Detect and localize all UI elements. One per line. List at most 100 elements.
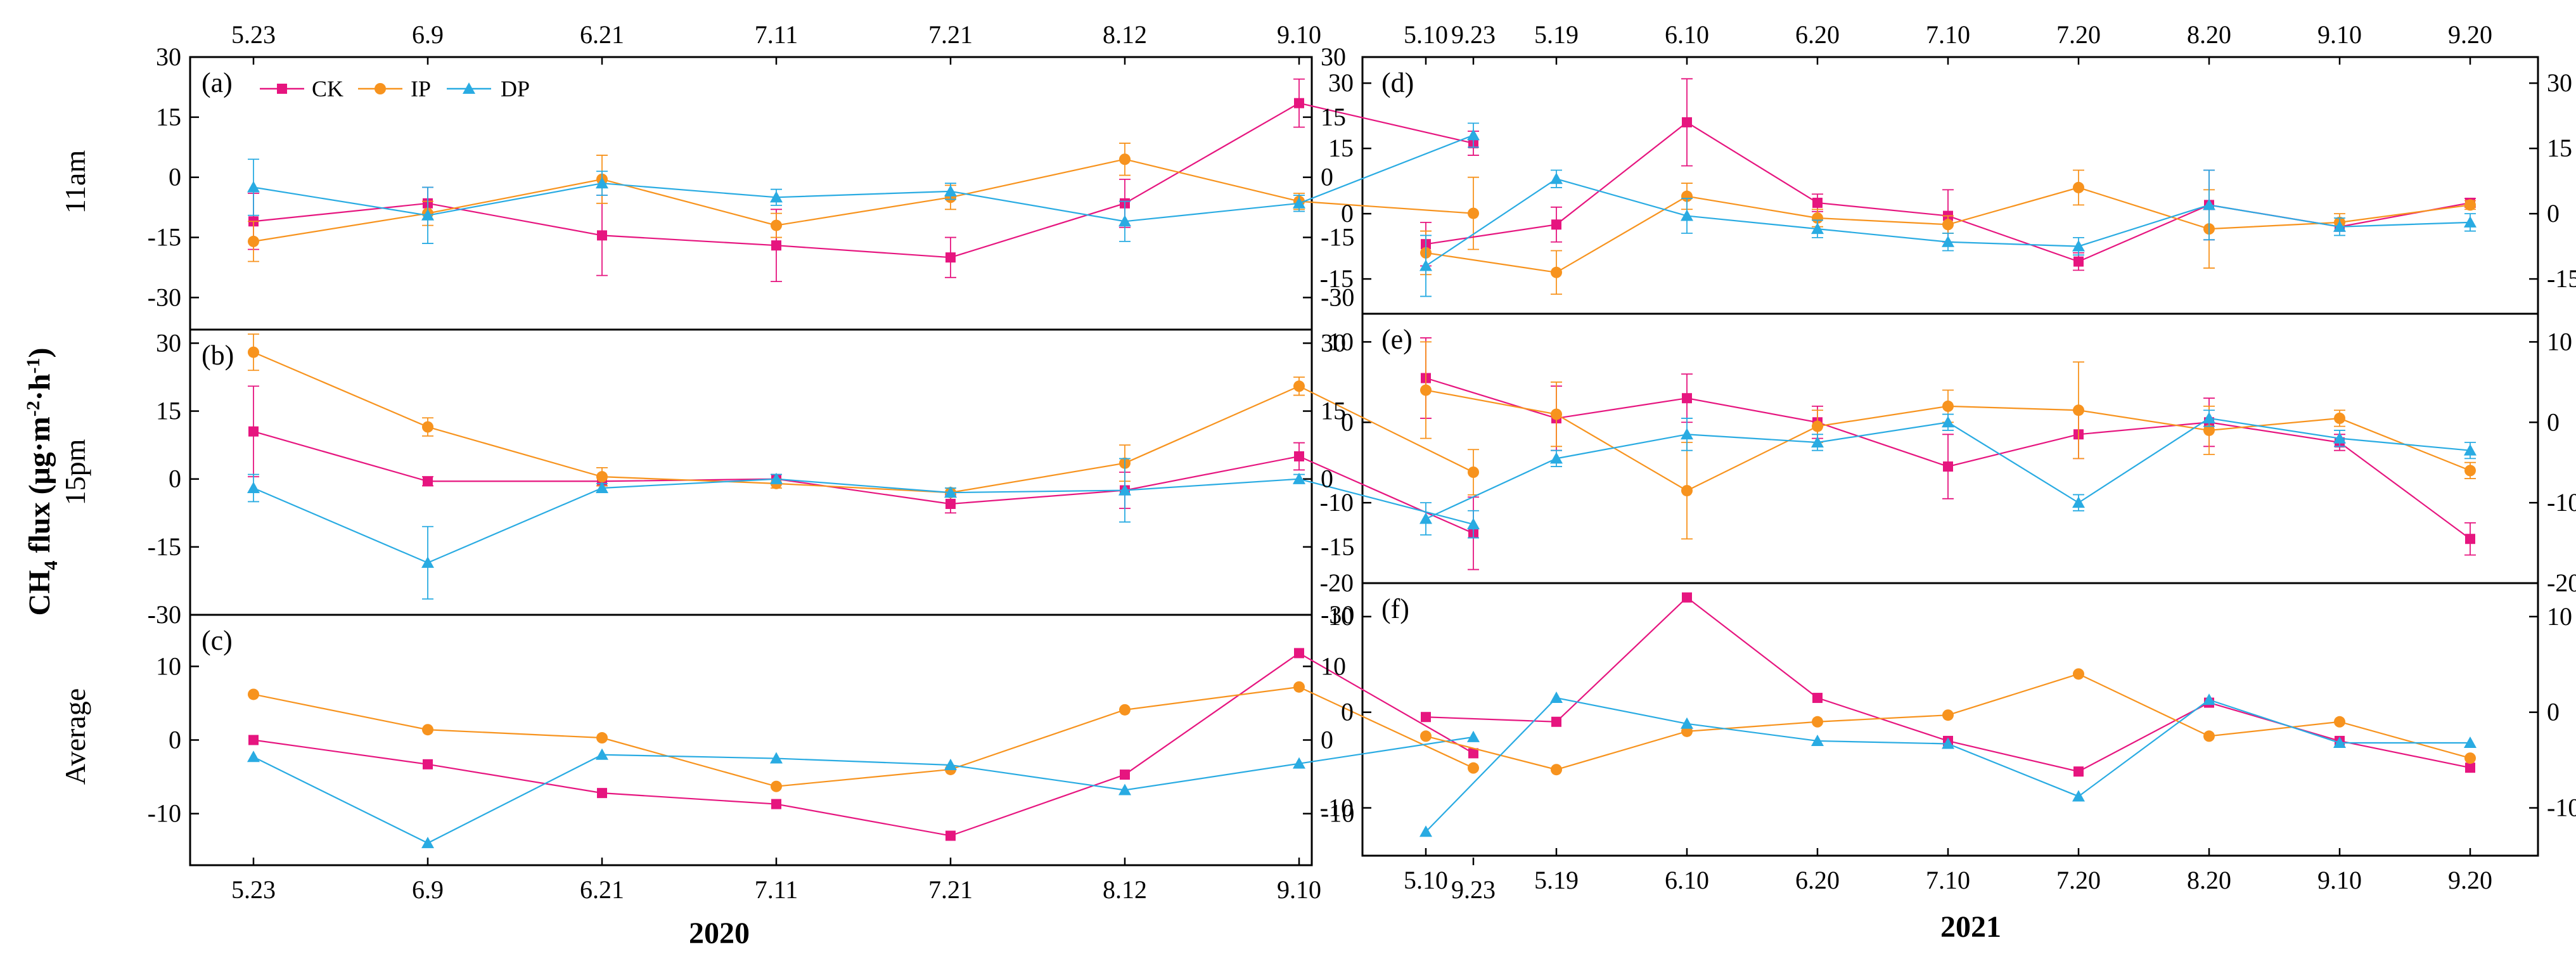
y-tick-label-left: -15 bbox=[1320, 264, 1354, 293]
y-tick-label-left: 0 bbox=[169, 726, 181, 754]
data-point-ck bbox=[1294, 648, 1304, 659]
data-point-dp bbox=[1118, 484, 1131, 496]
data-point-dp bbox=[1550, 172, 1563, 184]
data-point-ip bbox=[2203, 730, 2215, 742]
y-tick-label-left: 0 bbox=[1341, 199, 1354, 228]
legend: CK IP DP bbox=[260, 76, 530, 101]
series-dp-e bbox=[1419, 409, 2477, 536]
data-point-ip bbox=[1468, 207, 1479, 219]
y-tick-label-left: 0 bbox=[1341, 408, 1354, 436]
data-point-ck bbox=[423, 759, 433, 769]
data-point-dp bbox=[1293, 472, 1305, 484]
series-ip-e bbox=[1420, 341, 2476, 540]
panel-frame-e bbox=[1361, 312, 2539, 584]
y-tick-label-right: 0 bbox=[1321, 726, 1333, 754]
data-point-ip bbox=[1551, 408, 1562, 420]
data-point-dp bbox=[1467, 730, 1480, 742]
data-point-dp bbox=[596, 177, 608, 189]
x-tick-label-bottom: 5.10 bbox=[1404, 866, 1448, 894]
data-point-dp bbox=[2203, 198, 2215, 210]
data-point-dp bbox=[596, 482, 608, 493]
y-tick-label-right: 0 bbox=[1321, 465, 1333, 493]
data-point-dp bbox=[247, 181, 260, 193]
y-tick-label-right: 10 bbox=[2547, 327, 2572, 356]
y-tick-label-left: 10 bbox=[1328, 327, 1354, 356]
data-point-ip bbox=[2334, 716, 2345, 728]
y-tick-label-left: 15 bbox=[1328, 134, 1354, 162]
data-point-ip bbox=[1551, 266, 1562, 278]
data-point-ck bbox=[1294, 451, 1304, 461]
data-point-dp bbox=[944, 486, 957, 498]
series-ck-b bbox=[248, 385, 1479, 570]
series-dp-d bbox=[1419, 169, 2477, 297]
data-point-ip bbox=[1942, 709, 1954, 721]
data-point-ip bbox=[1420, 384, 1432, 396]
x-tick-label-top: 5.19 bbox=[1534, 20, 1579, 49]
data-point-dp bbox=[2333, 736, 2346, 748]
data-point-dp bbox=[944, 759, 957, 770]
data-point-ip bbox=[1119, 704, 1131, 716]
x-tick-label-top: 7.11 bbox=[755, 20, 798, 49]
y-tick-label-right: -30 bbox=[1321, 283, 1354, 311]
data-point-dp bbox=[2464, 444, 2477, 456]
data-point-dp bbox=[1942, 737, 1954, 749]
series-line-dp bbox=[253, 134, 1474, 222]
y-tick-label-left: -10 bbox=[1320, 488, 1354, 517]
x-tick-label-bottom: 6.21 bbox=[580, 875, 624, 904]
y-tick-label-left: 30 bbox=[156, 328, 181, 357]
y-tick-label-left: -30 bbox=[148, 283, 181, 311]
series-line-dp bbox=[253, 736, 1474, 844]
data-point-ip bbox=[248, 688, 259, 700]
data-point-ip bbox=[1293, 681, 1305, 693]
data-point-ip bbox=[1812, 420, 1823, 432]
series-ip-d bbox=[1420, 169, 2476, 295]
data-point-ip bbox=[1812, 212, 1823, 224]
series-line-ip bbox=[1425, 673, 2471, 771]
data-point-ck bbox=[1943, 461, 1953, 472]
data-point-ck bbox=[597, 230, 607, 241]
x-tick-label-top: 9.10 bbox=[1277, 20, 1321, 49]
data-point-dp bbox=[2072, 240, 2085, 252]
data-point-dp bbox=[944, 184, 957, 196]
data-point-ip bbox=[1681, 485, 1693, 497]
data-point-dp bbox=[1118, 783, 1131, 795]
data-point-dp bbox=[2333, 432, 2346, 444]
data-point-ck bbox=[1421, 712, 1431, 723]
data-point-ip bbox=[2073, 404, 2084, 416]
data-point-ck bbox=[1682, 393, 1692, 404]
x-tick-label-bottom: 6.10 bbox=[1665, 866, 1709, 894]
data-point-dp bbox=[2464, 216, 2477, 228]
series-ck-c bbox=[248, 648, 1478, 841]
series-line-ip bbox=[253, 158, 1474, 242]
y-tick-label-left: 30 bbox=[156, 42, 181, 71]
data-point-ck bbox=[945, 252, 956, 263]
series-line-ck bbox=[253, 102, 1474, 259]
x-tick-label-bottom: 7.10 bbox=[1926, 866, 1970, 894]
y-tick-label-left: -30 bbox=[148, 600, 181, 629]
x-tick-label-top: 9.23 bbox=[1451, 20, 1496, 49]
data-point-ck bbox=[945, 499, 956, 509]
y-tick-label-left: -15 bbox=[148, 223, 181, 252]
y-tick-label-right: 0 bbox=[2547, 408, 2560, 436]
panel-label-f: (f) bbox=[1381, 593, 1409, 624]
data-point-dp bbox=[2464, 736, 2477, 748]
x-tick-label-bottom: 9.20 bbox=[2448, 866, 2492, 894]
series-ck-a bbox=[248, 78, 1479, 283]
y-tick-label-right: -20 bbox=[2547, 569, 2576, 597]
data-point-ip bbox=[596, 471, 608, 483]
y-tick-label-right: 0 bbox=[2547, 698, 2560, 726]
panel-frame-f bbox=[1361, 582, 2539, 857]
panel-frame-d bbox=[1361, 56, 2539, 315]
panel-label-c: (c) bbox=[202, 625, 233, 656]
y-tick-label-right: 30 bbox=[1321, 42, 1346, 71]
data-point-ip bbox=[1468, 467, 1479, 478]
data-point-ip bbox=[2073, 181, 2084, 193]
data-point-dp bbox=[1467, 129, 1480, 141]
data-point-ip bbox=[1468, 762, 1479, 774]
data-point-dp bbox=[1681, 209, 1693, 221]
panel-frame-c bbox=[189, 614, 1313, 866]
data-point-dp bbox=[1419, 512, 1432, 524]
y-tick-label-right: 30 bbox=[1321, 328, 1346, 357]
